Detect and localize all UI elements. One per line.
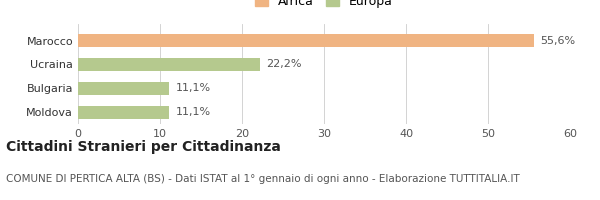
Text: 55,6%: 55,6% [541, 36, 575, 46]
Text: COMUNE DI PERTICA ALTA (BS) - Dati ISTAT al 1° gennaio di ogni anno - Elaborazio: COMUNE DI PERTICA ALTA (BS) - Dati ISTAT… [6, 174, 520, 184]
Bar [78, 106, 169, 119]
Legend: Africa, Europa: Africa, Europa [253, 0, 395, 10]
Bar [78, 34, 534, 47]
Text: 11,1%: 11,1% [176, 83, 211, 93]
Text: 22,2%: 22,2% [266, 59, 302, 69]
Bar [78, 82, 169, 95]
Text: 11,1%: 11,1% [176, 107, 211, 117]
Text: Cittadini Stranieri per Cittadinanza: Cittadini Stranieri per Cittadinanza [6, 140, 281, 154]
Bar [78, 58, 260, 71]
